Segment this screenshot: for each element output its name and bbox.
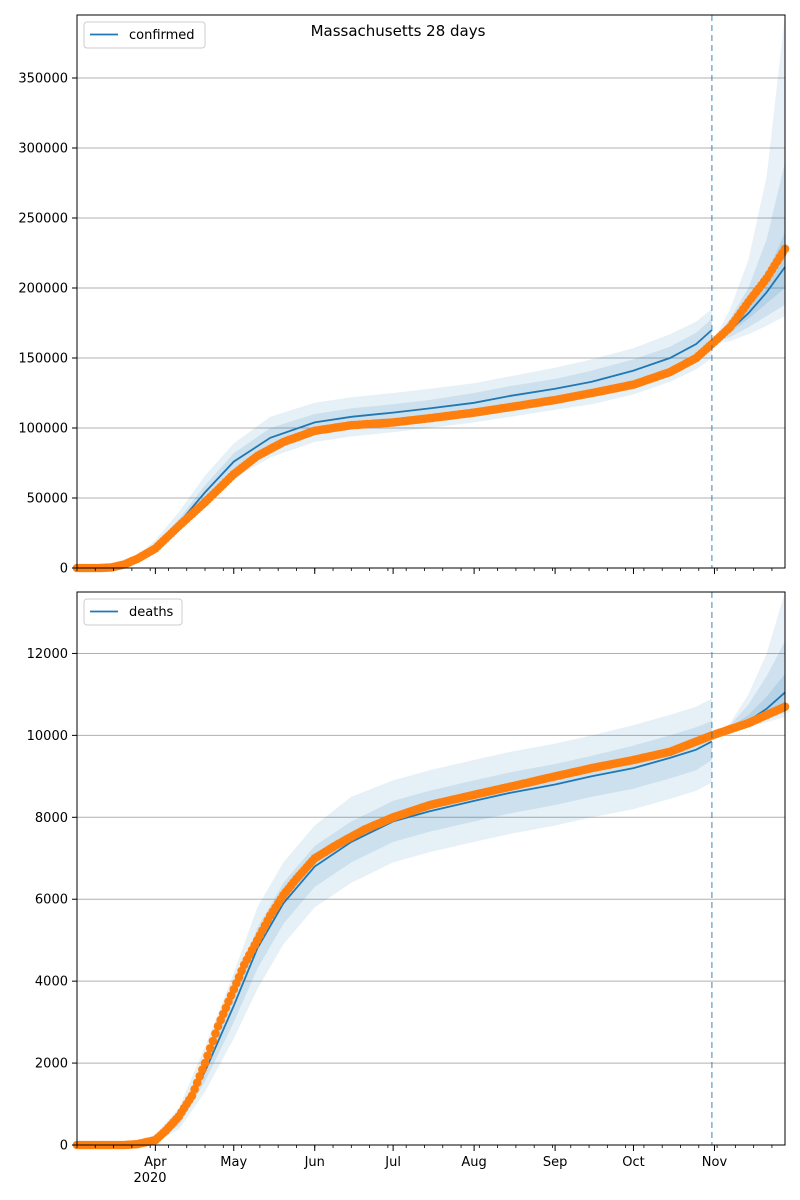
deaths-x-tick-label: May	[220, 1155, 247, 1170]
deaths-plot-frame	[76, 591, 786, 1146]
confirmed-legend: confirmed	[83, 21, 206, 49]
deaths-legend: deaths	[83, 598, 183, 626]
confirmed-y-axis: 0 50000 100000 150000 200000 250000 300000 3500…	[18, 72, 77, 577]
confirmed-observed-points	[72, 244, 790, 573]
deaths-observed-point	[205, 1044, 215, 1053]
deaths-legend-label: deaths	[129, 605, 174, 620]
deaths-observed-point	[208, 1036, 218, 1046]
deaths-y-tick-label: 8000	[35, 811, 68, 826]
confirmed-y-tick-label: 50000	[27, 492, 68, 507]
confirmed-forecast-band-outer	[711, 15, 785, 344]
deaths-observed-point	[200, 1058, 210, 1068]
x-axis-year-label: 2020	[133, 1171, 166, 1186]
deaths-observed-point	[211, 1029, 220, 1038]
confirmed-fit-inner-band	[77, 318, 712, 568]
deaths-panel: 0 2000 4000 6000 8000 10000 12000 Apr May Jun Jul…	[27, 591, 790, 1170]
deaths-y-tick-label: 2000	[35, 1057, 68, 1072]
deaths-observed-point	[198, 1065, 207, 1074]
deaths-y-tick-label: 0	[60, 1139, 68, 1154]
confirmed-y-tick-label: 300000	[18, 142, 68, 157]
confirmed-y-tick-label: 200000	[18, 282, 68, 297]
deaths-observed-points	[72, 702, 790, 1150]
deaths-y-gridlines	[77, 652, 785, 1146]
confirmed-y-tick-label: 0	[60, 562, 68, 577]
deaths-y-tick-label: 4000	[35, 975, 68, 990]
confirmed-legend-label: confirmed	[129, 28, 195, 43]
deaths-fit-outer-band	[77, 698, 712, 1145]
figure-title: Massachusetts 28 days	[311, 22, 486, 40]
confirmed-fit-outer-band	[77, 309, 712, 568]
deaths-x-tick-label: Oct	[622, 1155, 644, 1170]
deaths-legend-box	[83, 598, 183, 626]
confirmed-y-tick-label: 100000	[18, 422, 68, 437]
confirmed-forecast-band-middle	[711, 162, 785, 344]
deaths-y-tick-label: 12000	[27, 647, 68, 662]
deaths-y-axis: 0 2000 4000 6000 8000 10000 12000	[27, 647, 77, 1154]
deaths-x-axis: Apr May Jun Jul Aug Sep Oct Nov	[76, 1145, 773, 1170]
confirmed-x-axis	[76, 568, 773, 574]
deaths-observed-point	[195, 1071, 205, 1081]
deaths-observed-point	[187, 1091, 197, 1101]
confirmed-panel: 0 50000 100000 150000 200000 250000 300000 3500…	[18, 14, 790, 577]
deaths-x-tick-label: Apr	[144, 1155, 167, 1170]
confirmed-y-tick-label: 350000	[18, 72, 68, 87]
deaths-y-tick-label: 6000	[35, 893, 68, 908]
deaths-observed-point	[190, 1085, 199, 1094]
deaths-observed-point	[203, 1051, 212, 1060]
deaths-x-tick-label: Sep	[543, 1155, 568, 1170]
confirmed-y-tick-label: 250000	[18, 212, 68, 227]
deaths-x-tick-label: Jul	[384, 1155, 401, 1170]
confirmed-plot-frame	[76, 14, 786, 569]
confirmed-y-tick-label: 150000	[18, 352, 68, 367]
deaths-observed-point	[192, 1078, 202, 1087]
deaths-x-tick-label: Nov	[702, 1155, 728, 1170]
deaths-forecast-band-outer	[711, 592, 785, 736]
deaths-x-tick-label: Jun	[304, 1155, 325, 1170]
confirmed-legend-box	[83, 21, 206, 49]
deaths-x-tick-label: Aug	[461, 1155, 486, 1170]
deaths-y-tick-label: 10000	[27, 729, 68, 744]
